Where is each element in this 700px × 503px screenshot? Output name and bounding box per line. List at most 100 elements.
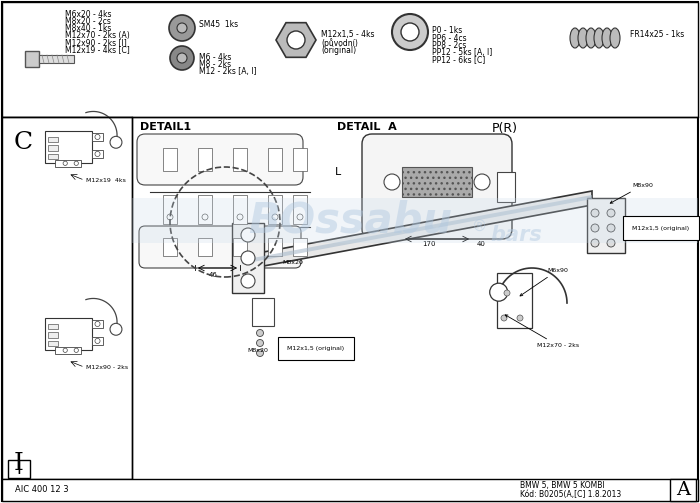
Bar	[48, 332, 58, 338]
Ellipse shape	[570, 28, 580, 48]
Text: M12x1,5 - 4ks: M12x1,5 - 4ks	[321, 30, 374, 39]
Circle shape	[95, 151, 100, 156]
Bar	[2, 479, 698, 501]
Bar	[163, 195, 177, 224]
Bar	[45, 318, 92, 350]
Bar	[2, 2, 698, 117]
Text: PP12 - 5ks [A, I]: PP12 - 5ks [A, I]	[432, 48, 492, 57]
Circle shape	[297, 214, 303, 220]
Text: (původní): (původní)	[321, 38, 358, 48]
Bar	[55, 347, 80, 354]
Text: L: L	[335, 167, 342, 177]
Circle shape	[237, 214, 243, 220]
Bar	[198, 148, 212, 171]
Bar	[48, 154, 58, 159]
Text: M12x90 - 2ks: M12x90 - 2ks	[85, 365, 127, 370]
Text: P(R): P(R)	[492, 122, 518, 135]
Text: P0 - 1ks: P0 - 1ks	[432, 26, 462, 35]
Ellipse shape	[594, 28, 604, 48]
Circle shape	[504, 290, 510, 296]
Circle shape	[167, 214, 173, 220]
Text: M12 - 2ks [A, I]: M12 - 2ks [A, I]	[199, 67, 256, 76]
Text: M12x1,5 (original): M12x1,5 (original)	[632, 225, 689, 230]
Text: BMW 5, BMW 5 KOMBI: BMW 5, BMW 5 KOMBI	[520, 481, 605, 489]
Bar	[48, 341, 58, 346]
Bar	[198, 238, 212, 256]
Circle shape	[392, 14, 428, 50]
Ellipse shape	[602, 28, 612, 48]
Text: DETAIL1: DETAIL1	[140, 122, 191, 132]
Bar	[268, 148, 282, 171]
Circle shape	[241, 274, 255, 288]
Bar	[25, 51, 39, 67]
Polygon shape	[242, 191, 592, 270]
Circle shape	[272, 214, 278, 220]
Bar	[132, 198, 698, 243]
Bar	[92, 150, 104, 158]
Circle shape	[74, 161, 78, 165]
Circle shape	[177, 23, 187, 33]
FancyBboxPatch shape	[139, 226, 301, 268]
Text: PP8 - 2cs: PP8 - 2cs	[432, 41, 466, 50]
Circle shape	[110, 136, 122, 148]
Text: M8x40 - 1ks: M8x40 - 1ks	[65, 24, 111, 33]
Bar	[233, 148, 247, 171]
Text: PP12 - 6ks [C]: PP12 - 6ks [C]	[432, 55, 485, 64]
Bar	[252, 298, 274, 326]
Bar	[92, 337, 104, 345]
Circle shape	[287, 31, 305, 49]
Circle shape	[591, 209, 599, 217]
Text: M12x19 - 4ks [C]: M12x19 - 4ks [C]	[65, 45, 130, 54]
Polygon shape	[242, 195, 592, 264]
Bar	[497, 172, 515, 202]
Text: Kód: B0205(A,[C] 1.8.2013: Kód: B0205(A,[C] 1.8.2013	[520, 490, 622, 499]
Text: M8x90: M8x90	[610, 183, 653, 203]
Bar	[497, 273, 532, 328]
Circle shape	[256, 340, 263, 347]
Circle shape	[95, 134, 100, 139]
Circle shape	[95, 321, 100, 326]
Circle shape	[517, 315, 523, 321]
Circle shape	[591, 224, 599, 232]
Bar	[670, 479, 696, 501]
Text: C: C	[14, 131, 33, 154]
Circle shape	[591, 239, 599, 247]
Bar	[48, 324, 58, 329]
Text: A: A	[676, 481, 690, 499]
Text: M12x70 - 2ks (A): M12x70 - 2ks (A)	[65, 31, 130, 40]
Bar	[232, 223, 264, 293]
Bar	[587, 198, 625, 253]
Bar	[2, 117, 132, 479]
Text: M12x90 - 2ks [I]: M12x90 - 2ks [I]	[65, 38, 127, 47]
Text: PP6 - 4cs: PP6 - 4cs	[432, 34, 467, 43]
Text: BOssabu: BOssabu	[248, 199, 452, 241]
Circle shape	[74, 348, 78, 353]
Text: M8x20: M8x20	[247, 348, 268, 353]
Bar	[48, 145, 58, 150]
Text: AIC 400 12 3: AIC 400 12 3	[15, 485, 69, 494]
Bar	[198, 195, 212, 224]
Bar	[293, 195, 307, 224]
Text: M12x1,5 (original): M12x1,5 (original)	[287, 346, 344, 351]
Text: bars: bars	[490, 225, 542, 245]
Bar	[268, 238, 282, 256]
Bar	[8, 460, 30, 478]
Text: SM45  1ks: SM45 1ks	[199, 20, 238, 29]
Circle shape	[256, 329, 263, 337]
Bar	[293, 238, 307, 256]
Circle shape	[169, 15, 195, 41]
Bar	[163, 238, 177, 256]
Ellipse shape	[578, 28, 588, 48]
Circle shape	[501, 315, 507, 321]
Text: M6 - 4ks: M6 - 4ks	[199, 53, 232, 62]
Bar	[92, 320, 104, 328]
Circle shape	[110, 323, 122, 335]
Bar	[268, 195, 282, 224]
Text: M12x70 - 2ks: M12x70 - 2ks	[505, 315, 579, 348]
Circle shape	[63, 348, 67, 353]
Bar	[163, 148, 177, 171]
Circle shape	[607, 209, 615, 217]
FancyBboxPatch shape	[137, 134, 303, 185]
Bar	[92, 133, 104, 141]
Text: 46: 46	[209, 272, 218, 278]
